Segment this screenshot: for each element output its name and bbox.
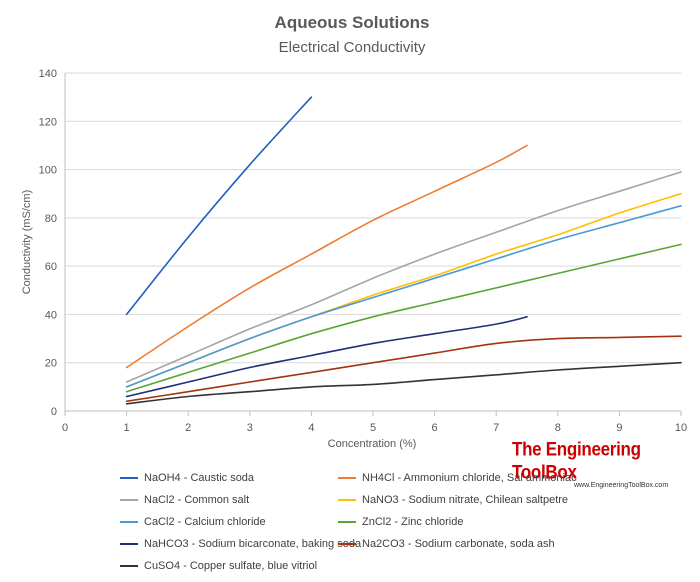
x-axis-label: Concentration (%): [328, 438, 417, 450]
y-tick-label: 80: [45, 213, 57, 225]
y-tick-label: 40: [45, 309, 57, 321]
legend-label: CaCl2 - Calcium chloride: [144, 516, 266, 528]
legend-label: NaHCO3 - Sodium bicarconate, baking soda: [144, 538, 362, 550]
x-tick-label: 7: [493, 422, 499, 434]
legend-item: NaOH4 - Caustic soda: [120, 470, 254, 486]
x-tick-label: 2: [185, 422, 191, 434]
legend-item: NH4Cl - Ammonium chloride, Sal ammoniac: [338, 470, 577, 486]
legend-label: NaNO3 - Sodium nitrate, Chilean saltpetr…: [362, 494, 569, 506]
legend-item: Na2CO3 - Sodium carbonate, soda ash: [338, 536, 555, 552]
legend-swatch: [338, 543, 356, 545]
watermark-url: www.EngineeringToolBox.com: [574, 482, 669, 489]
series-line-9: [125, 361, 682, 405]
watermark: The Engineering ToolBox www.EngineeringT…: [512, 438, 692, 489]
y-tick-label: 100: [39, 165, 57, 177]
series-line-6: [125, 243, 682, 393]
series-lines: [125, 96, 682, 405]
x-tick-label: 5: [370, 422, 376, 434]
legend-swatch: [120, 521, 138, 523]
legend-swatch: [338, 477, 356, 479]
legend-label: NH4Cl - Ammonium chloride, Sal ammoniac: [362, 472, 577, 484]
y-tick-label: 120: [39, 116, 57, 128]
watermark-title: The Engineering ToolBox: [512, 438, 641, 483]
x-tick-label: 3: [247, 422, 253, 434]
legend-item: ZnCl2 - Zinc chloride: [338, 514, 463, 530]
x-tick-label: 10: [675, 422, 687, 434]
y-tick-label: 60: [45, 261, 57, 273]
series-line-1: [125, 96, 313, 316]
series-line-8: [125, 335, 682, 403]
x-tick-label: 9: [616, 422, 622, 434]
legend-label: Na2CO3 - Sodium carbonate, soda ash: [362, 538, 555, 550]
legend-swatch: [120, 477, 138, 479]
legend-swatch: [120, 543, 138, 545]
legend-label: NaOH4 - Caustic soda: [144, 472, 255, 484]
chart-title: Aqueous Solutions: [275, 13, 430, 32]
legend-item: NaNO3 - Sodium nitrate, Chilean saltpetr…: [338, 492, 568, 508]
series-line-7: [125, 316, 528, 398]
x-axis-ticks: 0 1 2 3 4 5 6 7 8 9 10: [62, 411, 687, 434]
legend-label: CuSO4 - Copper sulfate, blue vitriol: [144, 560, 318, 572]
series-line-5: [125, 205, 682, 388]
y-tick-label: 0: [51, 406, 57, 418]
x-tick-label: 4: [308, 422, 314, 434]
legend-item: CuSO4 - Copper sulfate, blue vitriol: [120, 558, 317, 574]
gridlines: [64, 72, 681, 412]
legend-swatch: [338, 499, 356, 501]
x-tick-label: 6: [432, 422, 438, 434]
series-line-3: [125, 171, 682, 383]
chart-subtitle: Electrical Conductivity: [279, 39, 426, 56]
y-axis-ticks: 0 20 40 60 80 100 120 140: [39, 68, 57, 418]
legend-label: ZnCl2 - Zinc chloride: [362, 516, 464, 528]
x-tick-label: 8: [555, 422, 561, 434]
legend-label: NaCl2 - Common salt: [144, 494, 250, 506]
legend-swatch: [338, 521, 356, 523]
legend-swatch: [120, 499, 138, 501]
series-line-2: [125, 144, 528, 369]
x-tick-label: 1: [124, 422, 130, 434]
legend-item: NaCl2 - Common salt: [120, 492, 249, 508]
y-axis-label: Conductivity (mS/cm): [21, 190, 33, 295]
y-tick-label: 20: [45, 358, 57, 370]
legend-item: NaHCO3 - Sodium bicarconate, baking soda: [120, 536, 361, 552]
legend-item: CaCl2 - Calcium chloride: [120, 514, 266, 530]
x-tick-label: 0: [62, 422, 68, 434]
legend-swatch: [120, 565, 138, 567]
y-tick-label: 140: [39, 68, 57, 80]
